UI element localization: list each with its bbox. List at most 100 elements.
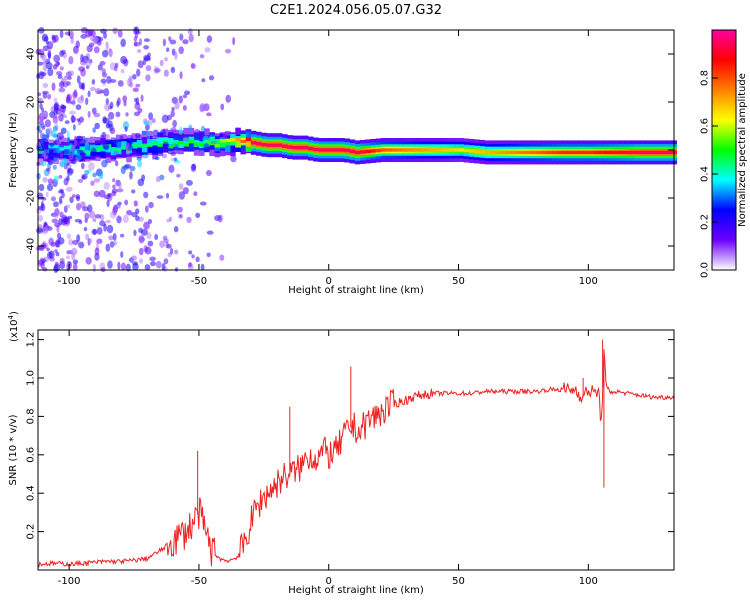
heatmap-speckle	[161, 262, 166, 271]
heatmap-cell	[536, 150, 543, 155]
heatmap-cell	[178, 140, 184, 145]
heatmap-speckle	[94, 247, 100, 256]
heatmap-speckle	[135, 132, 141, 139]
heatmap-speckle	[104, 103, 111, 112]
heatmap-speckle	[147, 240, 154, 247]
top-y-tick-label: 0	[26, 147, 37, 153]
heatmap-cell	[468, 149, 475, 153]
heatmap-speckle	[72, 263, 78, 271]
heatmap-speckle	[89, 86, 96, 92]
heatmap-cell	[63, 145, 70, 150]
heatmap-cell	[474, 149, 480, 154]
heatmap-speckle	[42, 176, 48, 183]
heatmap-cell	[365, 149, 371, 154]
top-y-axis: -40 -20 0 20 40	[26, 48, 674, 254]
heatmap-speckle	[53, 212, 59, 219]
heatmap-speckle	[168, 36, 172, 42]
heatmap-speckle	[94, 122, 100, 130]
heatmap-speckle	[57, 74, 63, 80]
heatmap-speckle	[46, 183, 53, 192]
heatmap-cell	[339, 148, 345, 152]
heatmap-speckle	[135, 83, 141, 88]
heatmap-speckle	[72, 98, 76, 106]
heatmap-speckle	[139, 60, 143, 65]
colorbar-tick-label: 0.4	[700, 166, 711, 182]
heatmap-speckle	[120, 262, 126, 271]
heatmap-speckle	[40, 261, 45, 270]
heatmap-speckle	[172, 119, 177, 128]
heatmap-speckle	[178, 183, 184, 191]
heatmap-speckle	[134, 101, 141, 110]
heatmap-cell	[661, 150, 667, 155]
heatmap-speckle	[152, 129, 159, 137]
heatmap-speckle	[186, 216, 192, 224]
heatmap-cell	[219, 140, 226, 148]
heatmap-speckle	[128, 82, 134, 88]
heatmap-speckle	[126, 134, 134, 140]
heatmap-speckle	[136, 156, 142, 161]
heatmap-speckle	[92, 263, 97, 273]
heatmap-speckle	[134, 41, 141, 47]
bottom-y-tick-label: 0.4	[26, 485, 37, 501]
heatmap-cell	[624, 150, 631, 155]
heatmap-cell	[121, 146, 127, 150]
heatmap-cell	[614, 150, 620, 155]
heatmap-speckle	[135, 97, 140, 106]
heatmap-speckle	[125, 150, 131, 156]
heatmap-speckle	[100, 78, 107, 84]
heatmap-cell	[442, 148, 449, 152]
heatmap-speckle	[80, 53, 84, 63]
y-scale-close: )	[9, 311, 20, 315]
heatmap-speckle	[93, 46, 100, 54]
bottom-y-axis: 0.2 0.4 0.6 0.8 1.0 1.2	[26, 332, 674, 540]
heatmap-cell	[567, 150, 574, 155]
heatmap-speckle	[76, 234, 81, 243]
heatmap-speckle	[205, 170, 212, 177]
heatmap-speckle	[92, 127, 96, 133]
heatmap-speckle	[43, 138, 49, 145]
heatmap-cell	[245, 137, 252, 142]
heatmap-cell	[266, 143, 273, 147]
heatmap-cell	[598, 150, 605, 155]
heatmap-speckle	[210, 140, 217, 145]
heatmap-cell	[328, 148, 335, 152]
bottom-y-tick-label: 0.2	[26, 524, 37, 540]
heatmap-cell	[370, 149, 376, 153]
heatmap-speckle	[69, 30, 74, 39]
heatmap-speckle	[52, 64, 58, 70]
heatmap-cell	[157, 142, 164, 154]
heatmap-cell	[256, 142, 262, 146]
heatmap-speckle	[195, 212, 201, 218]
top-x-tick-label: -100	[58, 276, 81, 287]
heatmap-speckle	[59, 211, 64, 218]
heatmap-cell	[100, 146, 106, 158]
heatmap-speckle	[218, 214, 223, 223]
heatmap-speckle	[199, 54, 205, 59]
heatmap-cell	[645, 150, 652, 155]
heatmap-speckle	[41, 226, 49, 235]
heatmap-speckle	[120, 68, 125, 74]
heatmap-speckle	[174, 51, 178, 60]
heatmap-cell	[302, 145, 309, 150]
heatmap-speckle	[112, 27, 118, 35]
heatmap-speckle	[124, 126, 128, 132]
heatmap-speckle	[105, 122, 111, 129]
heatmap-cell	[193, 142, 200, 146]
heatmap-speckle	[230, 155, 237, 163]
heatmap-speckle	[163, 69, 169, 77]
heatmap-speckle	[85, 97, 89, 106]
heatmap-speckle	[53, 175, 59, 182]
heatmap-speckle	[37, 61, 44, 66]
heatmap-speckle	[128, 145, 134, 151]
heatmap-speckle	[144, 264, 151, 271]
heatmap-speckle	[55, 251, 60, 257]
heatmap-speckle	[46, 167, 50, 172]
heatmap-speckle	[36, 172, 41, 180]
heatmap-speckle	[105, 41, 109, 49]
heatmap-speckle	[141, 154, 149, 159]
heatmap-speckle	[144, 56, 151, 62]
heatmap-speckle	[107, 260, 113, 269]
heatmap-speckle	[92, 172, 97, 178]
heatmap-speckle	[50, 129, 57, 138]
heatmap-speckle	[67, 215, 73, 220]
